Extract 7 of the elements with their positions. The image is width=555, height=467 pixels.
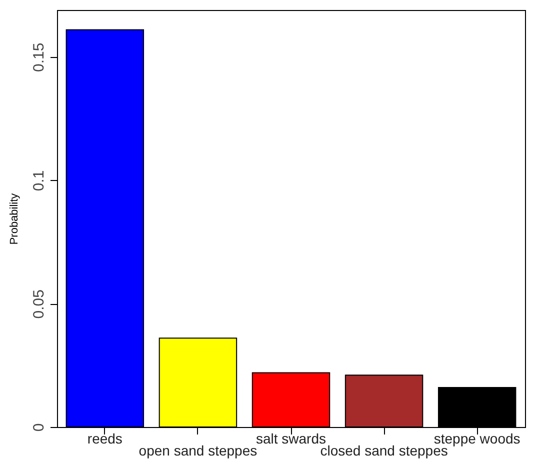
- y-tick-label: 0.15: [30, 42, 48, 72]
- y-tick-label: 0: [30, 423, 48, 432]
- y-tick-label: 0.05: [30, 290, 48, 319]
- x-tick-label: open sand steppes: [138, 442, 258, 458]
- y-axis-title: Probability: [8, 192, 20, 245]
- x-tick-label: reeds: [87, 430, 122, 446]
- y-tick-label: 0.1: [30, 170, 48, 192]
